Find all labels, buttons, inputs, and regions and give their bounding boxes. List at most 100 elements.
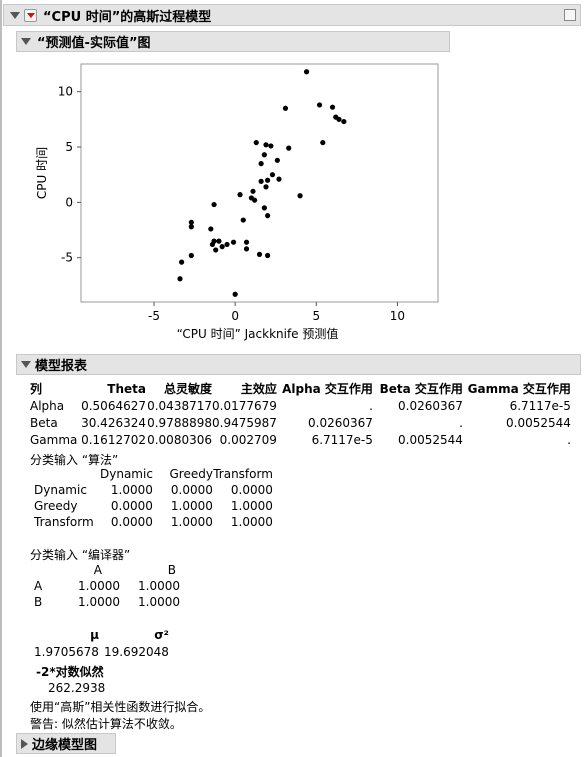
col-header: Dynamic <box>100 467 153 481</box>
cell: 0.0000 <box>110 499 153 513</box>
data-point <box>258 161 264 167</box>
data-point <box>213 247 219 253</box>
cell: 0.9475987 <box>212 415 277 430</box>
row-label: B <box>34 595 43 609</box>
data-point <box>265 177 271 183</box>
data-point <box>263 142 269 148</box>
cell: 0.1612702 <box>81 432 146 447</box>
model-table-header-row: 列 Theta 总灵敏度 主效应 Alpha 交互作用 Beta 交互作用 Ga… <box>30 380 571 397</box>
table-row: A 1.0000 1.0000 <box>34 578 180 594</box>
mu-value: 1.9705678 <box>34 644 99 659</box>
row-label: Dynamic <box>34 483 87 497</box>
data-point <box>250 188 256 194</box>
data-point <box>303 69 310 75</box>
cell: 0.0260367 <box>308 415 373 430</box>
table-row: Dynamic 1.0000 0.0000 0.0000 <box>34 482 273 498</box>
x-axis-label: “CPU 时间” Jackknife 预测值 <box>177 326 339 341</box>
cell: 1.0000 <box>78 595 120 609</box>
data-point <box>209 241 216 248</box>
cell: Beta <box>30 415 58 430</box>
marginal-plot-title: 边缘模型图 <box>32 738 98 753</box>
table-row: Beta 30.426324 0.9788898 0.9475987 0.026… <box>30 414 571 431</box>
data-point <box>269 172 276 178</box>
table-header-row: A B <box>34 562 180 578</box>
plot-section-title: “预测值-实际值”图 <box>37 36 151 51</box>
cat-compiler-table: A B A 1.0000 1.0000 B 1.0000 1.0000 <box>34 562 180 610</box>
expand-triangle-icon[interactable] <box>21 738 28 749</box>
cell: 0.0000 <box>110 515 153 529</box>
cell: 1.0000 <box>138 579 180 593</box>
data-point <box>243 246 250 252</box>
table-row: Transform 0.0000 1.0000 1.0000 <box>34 514 273 530</box>
data-point <box>243 239 250 245</box>
row-label: Transform <box>34 515 94 529</box>
data-point <box>265 252 271 259</box>
cell: 0.0438717 <box>147 398 212 413</box>
data-point <box>316 102 323 108</box>
collapse-triangle-icon[interactable] <box>10 11 20 19</box>
col-header: A <box>93 563 102 577</box>
data-point <box>276 176 282 182</box>
data-point <box>265 213 271 219</box>
cell: 6.7117e-5 <box>311 432 373 447</box>
plot-section-header[interactable]: “预测值-实际值”图 <box>16 31 450 52</box>
cell: . <box>369 398 373 413</box>
x-tick-label: 0 <box>231 309 239 323</box>
data-point <box>177 276 183 282</box>
cell: 0.0177679 <box>212 398 277 413</box>
table-row: Gamma 0.1612702 0.0080306 0.002709 6.711… <box>30 431 571 448</box>
report-options-icon[interactable] <box>564 9 576 21</box>
data-point <box>256 251 263 257</box>
data-point <box>237 192 243 198</box>
table-row: Greedy 0.0000 1.0000 1.0000 <box>34 498 273 514</box>
data-point <box>232 291 238 297</box>
model-table: 列 Theta 总灵敏度 主效应 Alpha 交互作用 Beta 交互作用 Ga… <box>30 380 571 448</box>
data-point <box>253 139 259 146</box>
row-label: A <box>34 579 43 593</box>
data-point <box>341 118 347 125</box>
collapse-triangle-icon[interactable] <box>21 361 31 368</box>
cat-algorithm-table: Dynamic Greedy Transform Dynamic 1.0000 … <box>34 466 273 530</box>
data-point <box>297 193 303 199</box>
col-header: Alpha 交互作用 <box>282 382 373 396</box>
data-point <box>216 238 222 244</box>
y-tick-label: 10 <box>58 85 73 99</box>
table-header-row: μ σ² <box>34 626 169 643</box>
left-edge-line <box>0 0 2 757</box>
sigma-label: σ² <box>154 627 169 642</box>
cell: 1.0000 <box>138 595 180 609</box>
data-point <box>286 145 292 151</box>
predicted-vs-actual-plot: -5 0 5 10 10 5 0 -5 “CPU 时间” Jackknife 预测值 CPU 时间 <box>35 63 439 341</box>
loglik-label: -2*对数似然 <box>36 665 104 679</box>
cell: 1.0000 <box>170 499 213 513</box>
cell: 6.7117e-5 <box>509 398 571 413</box>
table-row: Alpha 0.5064627 0.0438717 0.0177679 . 0.… <box>30 397 571 414</box>
data-point <box>188 219 194 225</box>
table-row: 1.9705678 19.692048 <box>34 643 169 660</box>
data-point <box>188 252 194 259</box>
data-point <box>211 201 217 208</box>
marginal-plot-header[interactable]: 边缘模型图 <box>16 733 116 754</box>
report-header[interactable]: “CPU 时间”的高斯过程模型 <box>3 4 581 26</box>
col-header: 列 <box>30 382 43 396</box>
collapse-triangle-icon[interactable] <box>21 38 31 45</box>
data-point <box>268 143 274 149</box>
cell: 0.0260367 <box>398 398 463 413</box>
mu-label: μ <box>90 627 99 642</box>
table-row: B 1.0000 1.0000 <box>34 594 180 610</box>
cell: 1.0000 <box>230 515 273 529</box>
data-point <box>230 239 237 245</box>
col-header: Greedy <box>169 467 213 481</box>
report-title: “CPU 时间”的高斯过程模型 <box>43 9 212 25</box>
sigma-value: 19.692048 <box>104 644 169 659</box>
cell: 30.426324 <box>81 415 146 430</box>
table-header-row: Dynamic Greedy Transform <box>34 466 273 482</box>
model-report-header[interactable]: 模型报表 <box>16 354 581 375</box>
data-point <box>320 139 326 146</box>
loglik-value: 262.2938 <box>48 681 106 695</box>
cell: 0.0052544 <box>398 432 463 447</box>
y-tick-label: 0 <box>65 195 73 209</box>
params-table: μ σ² 1.9705678 19.692048 <box>34 626 169 660</box>
cell: 0.0000 <box>230 483 273 497</box>
red-triangle-menu-icon[interactable] <box>24 8 37 22</box>
